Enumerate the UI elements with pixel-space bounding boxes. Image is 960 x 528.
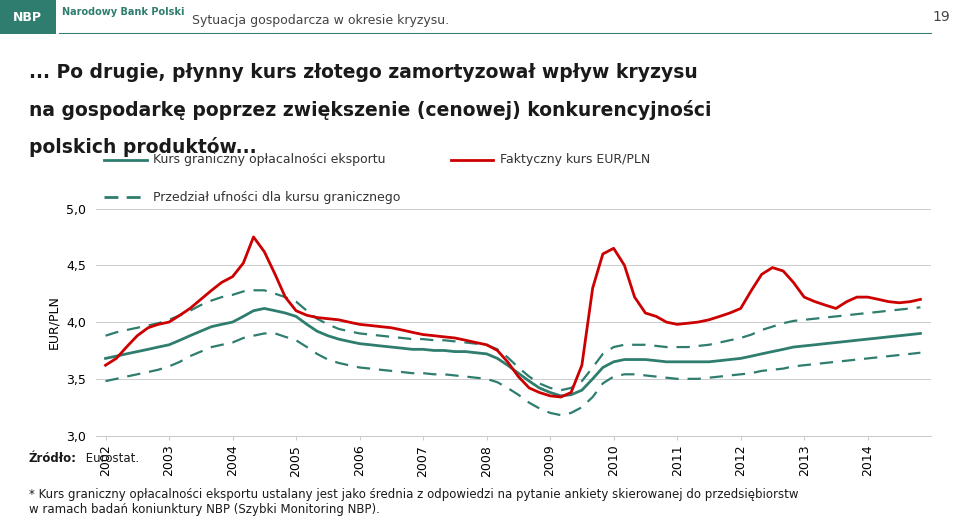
Y-axis label: EUR/PLN: EUR/PLN [48,295,60,349]
Text: Eurostat.: Eurostat. [82,451,139,465]
Text: * Kurs graniczny opłacalności eksportu ustalany jest jako średnia z odpowiedzi n: * Kurs graniczny opłacalności eksportu u… [29,488,799,516]
Text: NBP: NBP [13,11,42,24]
Text: na gospodarkę poprzez zwiększenie (cenowej) konkurencyjności: na gospodarkę poprzez zwiększenie (cenow… [29,100,711,120]
Text: Sytuacja gospodarcza w okresie kryzysu.: Sytuacja gospodarcza w okresie kryzysu. [192,14,449,27]
Text: Źródło:: Źródło: [29,451,77,465]
Text: Przedział ufności dla kursu granicznego: Przedział ufności dla kursu granicznego [154,191,401,204]
Text: Faktyczny kurs EUR/PLN: Faktyczny kurs EUR/PLN [500,153,650,166]
Text: polskich produktów...: polskich produktów... [29,137,256,157]
FancyBboxPatch shape [0,0,56,34]
Text: ... Po drugie, płynny kurs złotego zamortyzował wpływ kryzysu: ... Po drugie, płynny kurs złotego zamor… [29,63,698,82]
Text: Kurs graniczny opłacalności eksportu: Kurs graniczny opłacalności eksportu [154,153,386,166]
Text: 19: 19 [933,10,950,24]
Text: Narodowy Bank Polski: Narodowy Bank Polski [62,7,185,17]
